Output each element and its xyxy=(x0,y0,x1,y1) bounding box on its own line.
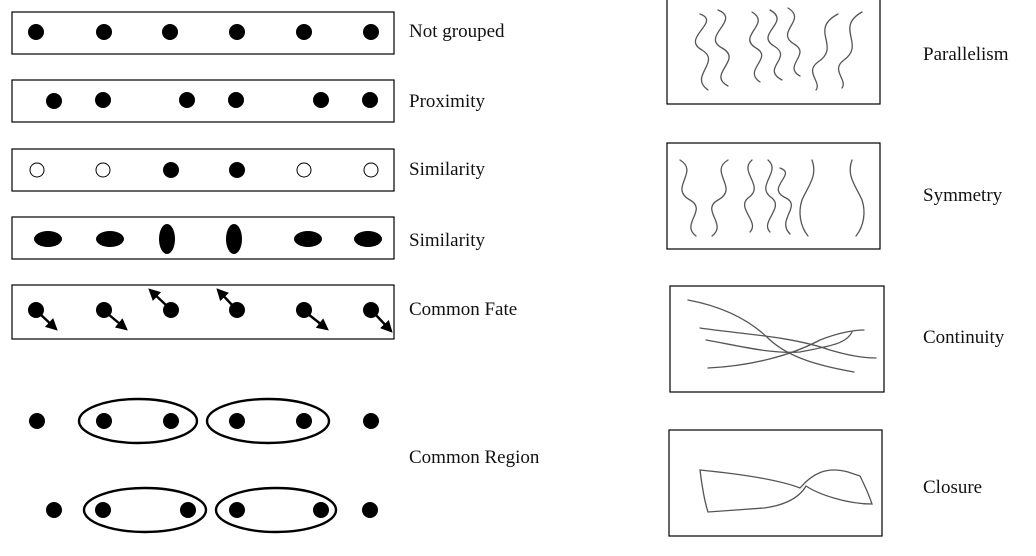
dot xyxy=(163,413,179,429)
dot xyxy=(95,502,111,518)
hollow-dot xyxy=(363,162,379,178)
arrow-down-right xyxy=(374,313,393,333)
not-grouped-panel: Not grouped xyxy=(11,11,505,55)
proximity-panel: Proximity xyxy=(11,79,486,123)
common-fate-box xyxy=(11,284,395,340)
similarity-shape-box xyxy=(11,216,395,260)
hollow-dot xyxy=(296,162,312,178)
curve xyxy=(777,167,792,235)
curve xyxy=(811,13,839,91)
region-ellipse xyxy=(205,397,331,445)
parallelism-panel: Parallelism xyxy=(666,0,1009,105)
dot xyxy=(228,92,244,108)
closure-label: Closure xyxy=(923,477,982,498)
horizontal-ellipse xyxy=(294,231,322,247)
common-fate-panel: Common Fate xyxy=(11,284,517,340)
curve xyxy=(837,11,863,89)
arrow-up-left xyxy=(148,288,168,307)
similarity-color-panel: Similarity xyxy=(11,148,486,192)
dot xyxy=(296,24,312,40)
similarity-label-1: Similarity xyxy=(409,159,486,180)
horizontal-ellipse xyxy=(34,231,62,247)
curve xyxy=(744,159,755,233)
parallelism-box xyxy=(666,0,881,105)
curve xyxy=(765,159,776,233)
continuity-label: Continuity xyxy=(923,327,1005,348)
dot xyxy=(162,24,178,40)
curve xyxy=(849,159,865,237)
curve xyxy=(799,159,815,237)
dot xyxy=(362,502,378,518)
curve xyxy=(687,299,855,373)
symmetry-panel: Symmetry xyxy=(666,142,1003,250)
dot xyxy=(362,92,378,108)
continuity-box xyxy=(669,285,885,393)
not-grouped-label: Not grouped xyxy=(409,21,505,42)
curve xyxy=(711,159,729,237)
dot xyxy=(229,162,245,178)
region-ellipse xyxy=(82,486,208,534)
dot xyxy=(29,413,45,429)
curve xyxy=(694,13,710,91)
parallelism-label: Parallelism xyxy=(923,44,1009,65)
dot xyxy=(96,24,112,40)
dot xyxy=(95,92,111,108)
dot xyxy=(163,162,179,178)
dot xyxy=(28,24,44,40)
dot xyxy=(46,502,62,518)
horizontal-ellipse xyxy=(96,231,124,247)
common-region-panel: Common Region xyxy=(29,397,540,534)
arrow-down-right xyxy=(107,313,128,331)
curve xyxy=(714,9,730,87)
dot xyxy=(229,24,245,40)
similarity-shape-panel: Similarity xyxy=(11,216,486,260)
symmetry-label: Symmetry xyxy=(923,185,1003,206)
curve xyxy=(767,9,783,81)
dot xyxy=(180,502,196,518)
continuity-panel: Continuity xyxy=(669,285,1005,393)
closure-panel: Closure xyxy=(668,429,982,537)
curve xyxy=(749,11,763,83)
similarity-color-box xyxy=(11,148,395,192)
region-ellipse xyxy=(77,397,199,445)
curve xyxy=(679,159,697,237)
dot xyxy=(229,502,245,518)
proximity-box xyxy=(11,79,395,123)
dot xyxy=(179,92,195,108)
dot xyxy=(96,413,112,429)
curve xyxy=(786,7,801,77)
similarity-label-2: Similarity xyxy=(409,230,486,251)
curve xyxy=(707,329,865,369)
closed-shape xyxy=(699,469,873,513)
hollow-dot xyxy=(95,162,111,178)
hollow-dot xyxy=(29,162,45,178)
dot xyxy=(313,502,329,518)
dot xyxy=(363,413,379,429)
dot xyxy=(46,93,62,109)
arrow-up-left xyxy=(216,288,234,307)
dot xyxy=(229,413,245,429)
horizontal-ellipse xyxy=(354,231,382,247)
arrow-down-right xyxy=(39,313,58,331)
closure-box xyxy=(668,429,883,537)
common-region-label: Common Region xyxy=(409,447,540,468)
dot xyxy=(363,24,379,40)
vertical-ellipse xyxy=(159,224,175,254)
arrow-down-right xyxy=(307,313,329,331)
dot xyxy=(296,413,312,429)
vertical-ellipse xyxy=(226,224,242,254)
dot xyxy=(313,92,329,108)
proximity-label: Proximity xyxy=(409,91,486,112)
region-ellipse xyxy=(214,486,338,534)
common-fate-label: Common Fate xyxy=(409,299,517,320)
not-grouped-box xyxy=(11,11,395,55)
curve xyxy=(699,327,877,359)
curve xyxy=(705,331,853,353)
symmetry-box xyxy=(666,142,881,250)
